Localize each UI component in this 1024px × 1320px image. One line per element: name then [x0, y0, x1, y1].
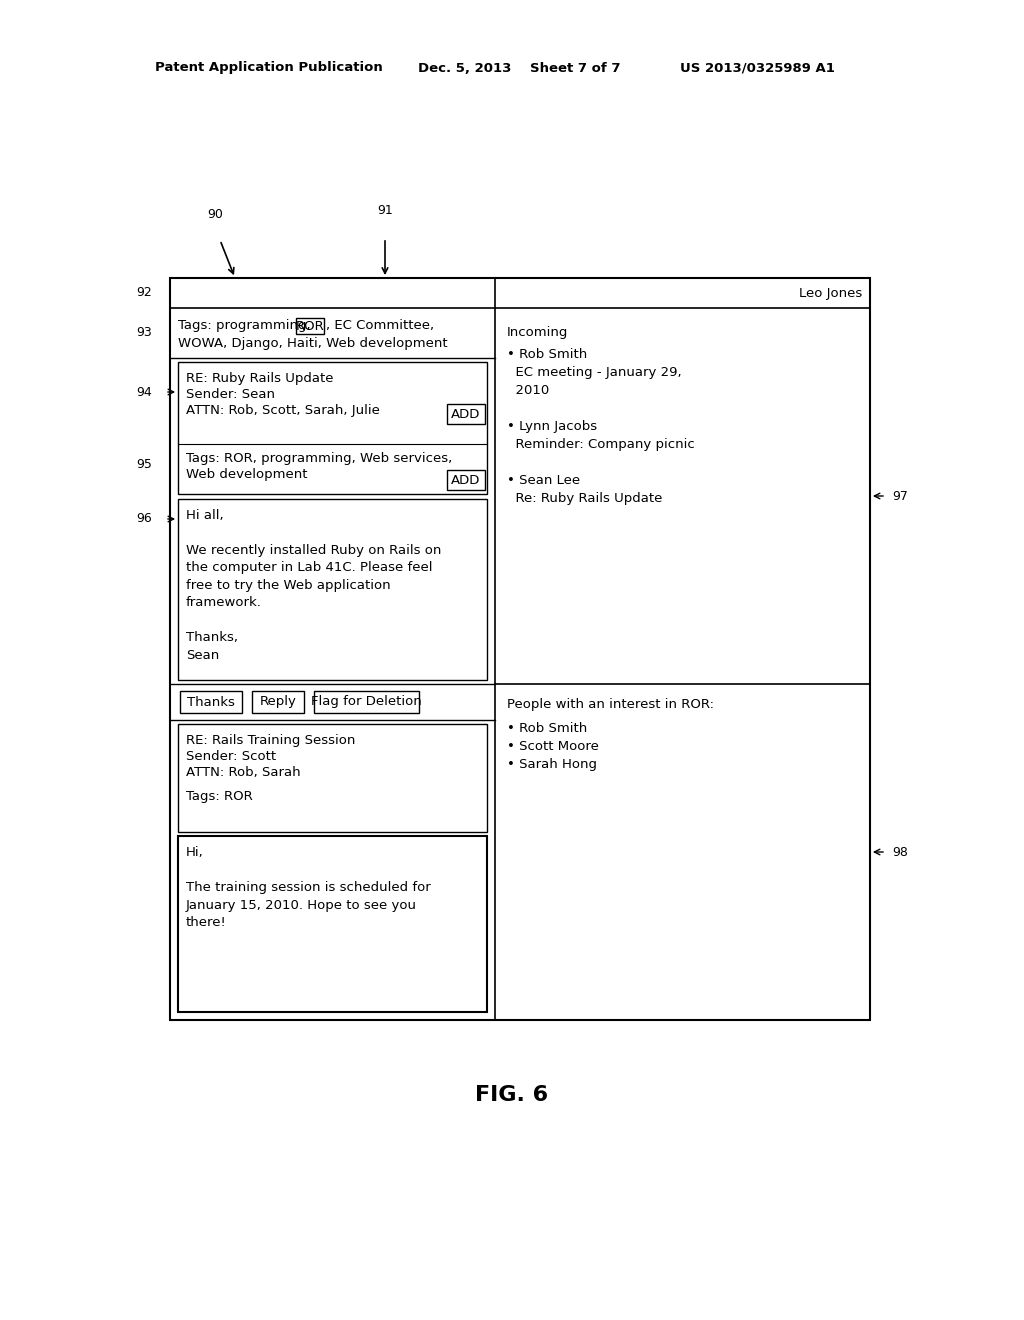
- Text: Hi,

The training session is scheduled for
January 15, 2010. Hope to see you
the: Hi, The training session is scheduled fo…: [186, 846, 431, 929]
- Text: • Rob Smith
  EC meeting - January 29,
  2010

• Lynn Jacobs
  Reminder: Company: • Rob Smith EC meeting - January 29, 201…: [507, 348, 694, 506]
- Text: Tags: ROR, programming, Web services,: Tags: ROR, programming, Web services,: [186, 451, 453, 465]
- Text: 97: 97: [892, 490, 908, 503]
- Text: Reply: Reply: [259, 696, 296, 709]
- Text: FIG. 6: FIG. 6: [475, 1085, 549, 1105]
- Text: 91: 91: [377, 203, 393, 216]
- Text: 93: 93: [136, 326, 152, 339]
- Text: RE: Rails Training Session: RE: Rails Training Session: [186, 734, 355, 747]
- Text: , EC Committee,: , EC Committee,: [326, 319, 434, 333]
- Text: 90: 90: [207, 209, 223, 222]
- Text: 95: 95: [136, 458, 152, 470]
- Bar: [314, 690, 419, 713]
- Bar: [178, 836, 487, 1012]
- Text: Sheet 7 of 7: Sheet 7 of 7: [530, 62, 621, 74]
- Text: Patent Application Publication: Patent Application Publication: [155, 62, 383, 74]
- Text: Thanks: Thanks: [187, 696, 234, 709]
- Text: • Rob Smith
• Scott Moore
• Sarah Hong: • Rob Smith • Scott Moore • Sarah Hong: [507, 722, 599, 771]
- Text: Tags: ROR: Tags: ROR: [186, 789, 253, 803]
- Text: People with an interest in ROR:: People with an interest in ROR:: [507, 698, 714, 711]
- Text: Hi all,

We recently installed Ruby on Rails on
the computer in Lab 41C. Please : Hi all, We recently installed Ruby on Ra…: [186, 510, 441, 663]
- Text: ADD: ADD: [452, 408, 480, 421]
- Bar: [178, 362, 487, 494]
- Text: Web development: Web development: [186, 469, 307, 480]
- Text: Flag for Deletion: Flag for Deletion: [310, 696, 421, 709]
- Text: ATTN: Rob, Scott, Sarah, Julie: ATTN: Rob, Scott, Sarah, Julie: [186, 404, 380, 417]
- Text: Sender: Sean: Sender: Sean: [186, 388, 275, 401]
- Bar: [178, 723, 487, 832]
- Text: US 2013/0325989 A1: US 2013/0325989 A1: [680, 62, 835, 74]
- Text: Sender: Scott: Sender: Scott: [186, 750, 276, 763]
- Text: ATTN: Rob, Sarah: ATTN: Rob, Sarah: [186, 766, 301, 779]
- Text: RE: Ruby Rails Update: RE: Ruby Rails Update: [186, 372, 334, 385]
- Bar: [447, 470, 485, 490]
- Bar: [170, 279, 870, 1020]
- Text: 94: 94: [136, 385, 152, 399]
- Bar: [180, 690, 242, 713]
- Bar: [296, 318, 324, 334]
- Text: Incoming: Incoming: [507, 326, 568, 339]
- Text: Tags: programming,: Tags: programming,: [178, 319, 319, 333]
- Text: Dec. 5, 2013: Dec. 5, 2013: [418, 62, 511, 74]
- Text: 96: 96: [136, 512, 152, 525]
- Text: ROR: ROR: [296, 319, 325, 333]
- Text: 92: 92: [136, 286, 152, 300]
- Bar: [252, 690, 304, 713]
- Bar: [178, 499, 487, 680]
- Text: WOWA, Django, Haiti, Web development: WOWA, Django, Haiti, Web development: [178, 337, 447, 350]
- Text: ADD: ADD: [452, 474, 480, 487]
- Text: Leo Jones: Leo Jones: [799, 286, 862, 300]
- Text: 98: 98: [892, 846, 908, 858]
- Bar: [447, 404, 485, 424]
